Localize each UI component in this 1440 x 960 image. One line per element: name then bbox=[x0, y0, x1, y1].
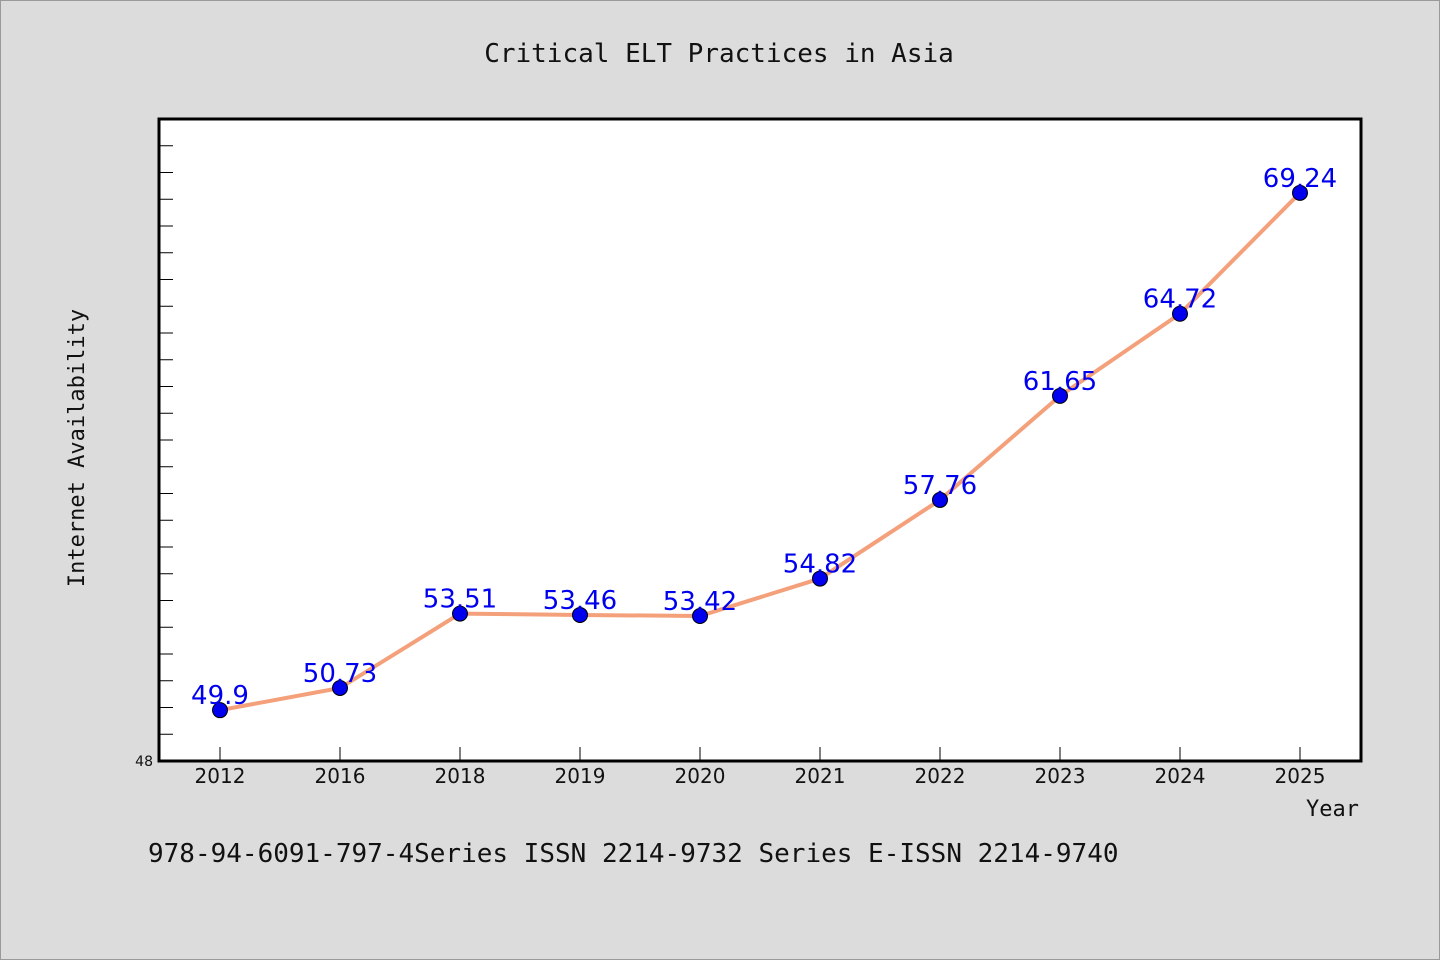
chart-title: Critical ELT Practices in Asia bbox=[484, 39, 954, 69]
x-tick-label-2020: 2020 bbox=[675, 764, 726, 788]
footer-isbn-text: 978-94-6091-797-4Series ISSN 2214-9732 S… bbox=[148, 839, 1119, 869]
data-label-2020: 53.42 bbox=[663, 587, 737, 617]
series-line bbox=[218, 190, 1302, 713]
x-tick-label-2023: 2023 bbox=[1035, 764, 1086, 788]
data-point-2019 bbox=[572, 606, 588, 623]
x-tick-label-2019: 2019 bbox=[555, 764, 606, 788]
y-axis-ticks bbox=[159, 145, 173, 735]
data-label-2019: 53.46 bbox=[543, 586, 617, 616]
data-point-2022 bbox=[932, 491, 948, 508]
x-tick-label-2016: 2016 bbox=[315, 764, 366, 788]
data-point-2020 bbox=[692, 608, 708, 625]
x-tick-label-2024: 2024 bbox=[1155, 764, 1206, 788]
plot-area bbox=[157, 117, 1363, 763]
data-labels: 49.9 50.73 53.51 53.46 53.42 54.82 57.76 61.65 6… bbox=[191, 164, 1337, 711]
data-point-2012 bbox=[212, 702, 228, 719]
x-tick-label-2012: 2012 bbox=[195, 764, 246, 788]
x-tick-label-2022: 2022 bbox=[915, 764, 966, 788]
data-point-2016 bbox=[332, 679, 348, 696]
x-tick-label-2021: 2021 bbox=[795, 764, 846, 788]
data-label-2016: 50.73 bbox=[303, 659, 377, 689]
data-label-2024: 64.72 bbox=[1143, 285, 1217, 315]
x-axis-ticks: 2012 2016 2018 2019 2020 2021 2022 2023 2024 2025 bbox=[195, 747, 1326, 788]
x-tick-label-2025: 2025 bbox=[1275, 764, 1326, 788]
data-markers bbox=[212, 184, 1308, 719]
data-label-2021: 54.82 bbox=[783, 550, 857, 580]
series-line-group bbox=[218, 190, 1302, 713]
data-point-2025 bbox=[1292, 184, 1308, 201]
x-axis-label: Year bbox=[1306, 797, 1359, 822]
data-point-2023 bbox=[1052, 387, 1068, 404]
y-tick-label-48: 48 bbox=[135, 754, 153, 770]
data-label-2025: 69.24 bbox=[1263, 164, 1337, 194]
x-tick-label-2018: 2018 bbox=[435, 764, 486, 788]
data-label-2022: 57.76 bbox=[903, 471, 977, 501]
data-label-2018: 53.51 bbox=[423, 585, 497, 615]
data-point-2018 bbox=[452, 605, 468, 622]
data-label-2023: 61.65 bbox=[1023, 367, 1097, 397]
y-axis-label: Internet Availability bbox=[65, 309, 90, 587]
data-point-2024 bbox=[1172, 305, 1188, 322]
data-point-2021 bbox=[812, 570, 828, 587]
data-label-2012: 49.9 bbox=[191, 681, 249, 711]
